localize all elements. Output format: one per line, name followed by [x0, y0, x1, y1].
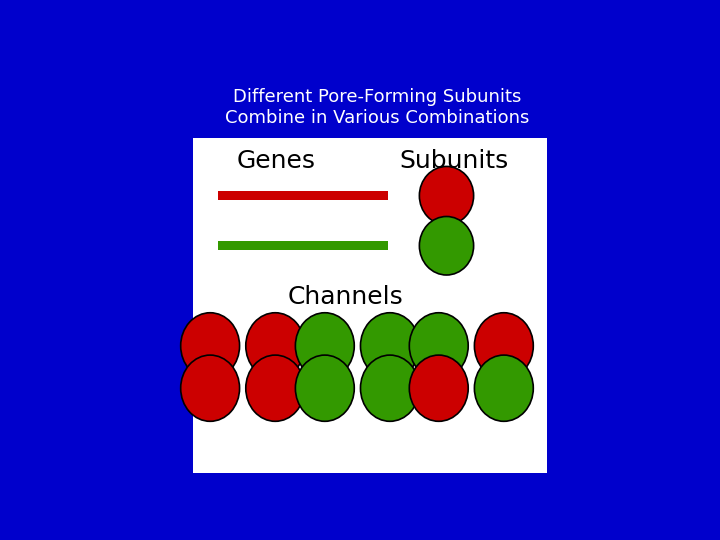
Ellipse shape	[474, 355, 534, 421]
Text: Subunits: Subunits	[400, 149, 509, 173]
Text: Different Pore-Forming Subunits
Combine in Various Combinations: Different Pore-Forming Subunits Combine …	[225, 88, 529, 127]
Ellipse shape	[409, 355, 468, 421]
Text: Channels: Channels	[288, 285, 404, 309]
Bar	[218, 241, 388, 251]
Ellipse shape	[181, 355, 240, 421]
Text: Genes: Genes	[236, 149, 315, 173]
Ellipse shape	[295, 313, 354, 379]
Ellipse shape	[361, 313, 419, 379]
Ellipse shape	[419, 166, 474, 225]
Ellipse shape	[419, 217, 474, 275]
Bar	[193, 138, 547, 473]
Ellipse shape	[409, 313, 468, 379]
Ellipse shape	[246, 355, 305, 421]
Ellipse shape	[181, 313, 240, 379]
Ellipse shape	[246, 313, 305, 379]
Ellipse shape	[295, 355, 354, 421]
Bar	[218, 191, 388, 200]
Ellipse shape	[474, 313, 534, 379]
Ellipse shape	[361, 355, 419, 421]
